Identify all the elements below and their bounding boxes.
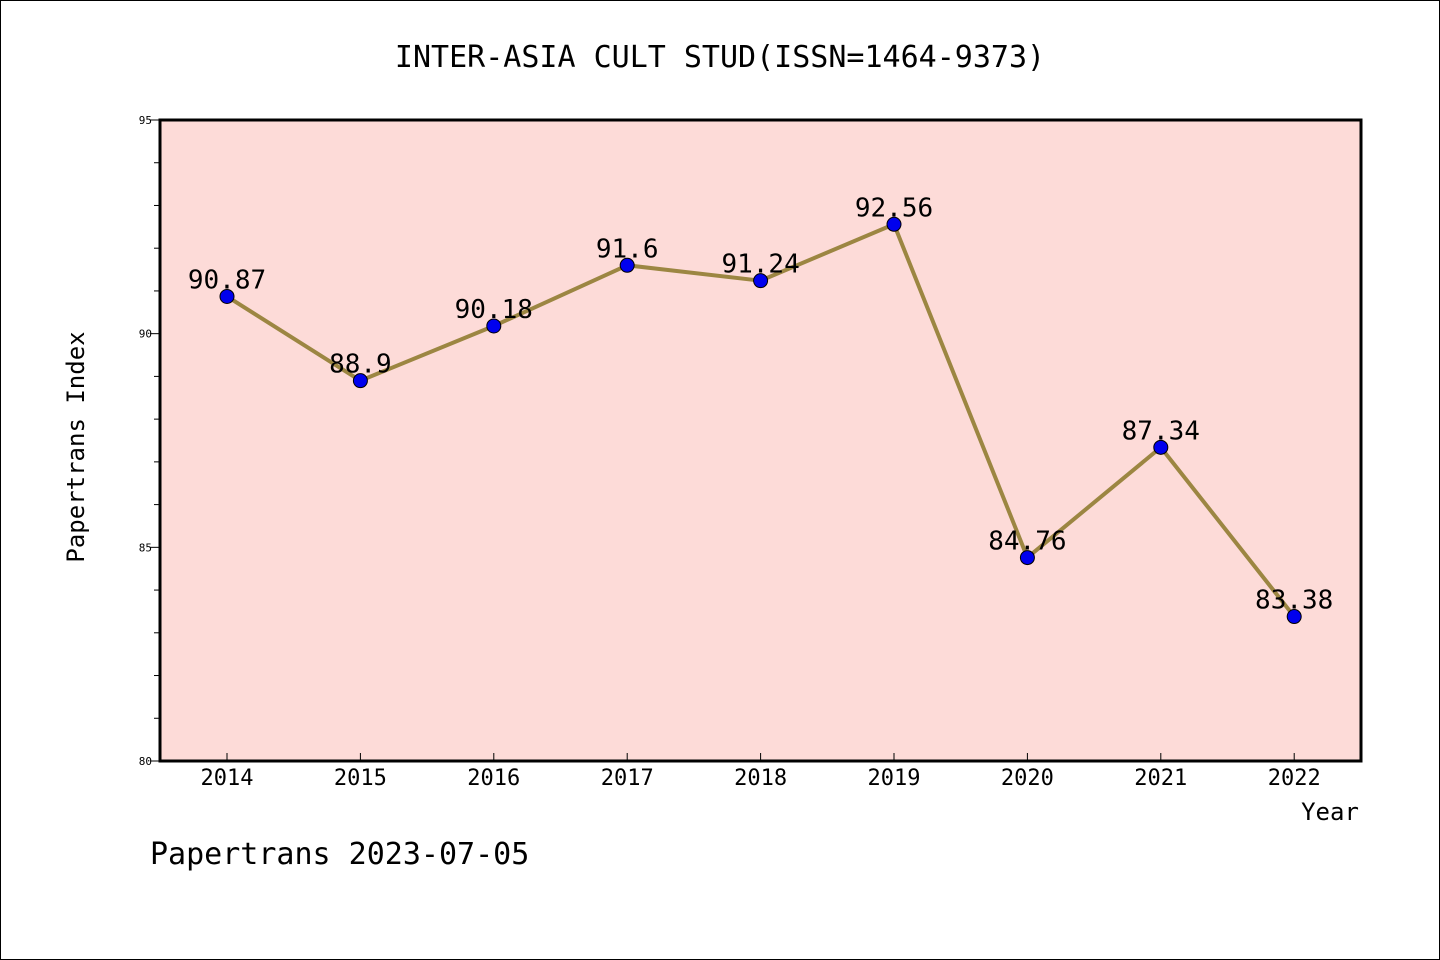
data-point: [886, 216, 902, 232]
x-axis: 2014 2015 2016 2017 2018 2019 2020 2021 2022: [201, 753, 1321, 791]
data-point: [753, 273, 769, 289]
x-tick-label: 2015: [334, 766, 387, 791]
footer-text: Papertrans 2023-07-05: [150, 837, 529, 872]
data-point: [1153, 439, 1169, 455]
x-tick-label: 2022: [1268, 766, 1321, 791]
x-tick-label: 2020: [1001, 766, 1054, 791]
chart-title: INTER-ASIA CULT STUD(ISSN=1464-9373): [395, 40, 1045, 75]
data-point: [1286, 609, 1302, 625]
x-tick-label: 2018: [734, 766, 787, 791]
x-axis-label: Year: [1301, 798, 1359, 826]
data-point: [219, 288, 235, 304]
y-axis-label: Papertrans Index: [62, 331, 90, 562]
y-tick-label: 85: [139, 541, 152, 554]
x-tick-label: 2021: [1134, 766, 1187, 791]
y-tick-label: 80: [139, 755, 152, 768]
data-point: [486, 318, 502, 334]
x-tick-label: 2014: [201, 766, 254, 791]
data-point: [619, 257, 635, 273]
y-tick-label: 90: [139, 328, 152, 341]
x-tick-label: 2019: [868, 766, 921, 791]
x-tick-label: 2016: [467, 766, 520, 791]
x-tick-label: 2017: [601, 766, 654, 791]
y-tick-label: 95: [139, 114, 152, 127]
y-axis: 80 85 90 95: [139, 114, 160, 768]
series: 90.8788.990.1891.691.2492.5684.7687.3483…: [188, 193, 1333, 625]
data-point: [1019, 550, 1035, 566]
data-point: [352, 373, 368, 389]
